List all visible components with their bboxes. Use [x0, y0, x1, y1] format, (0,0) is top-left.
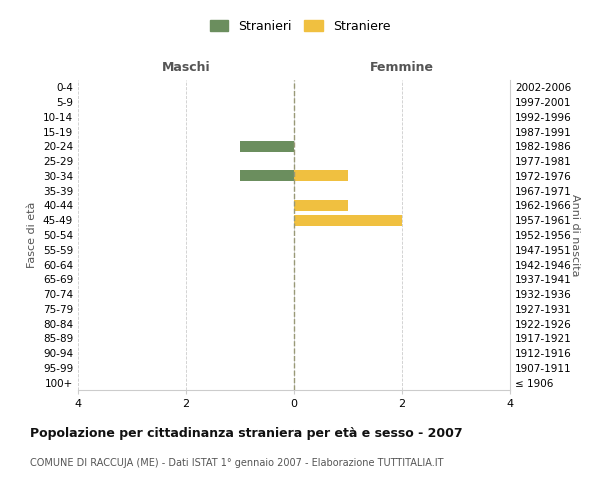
- Y-axis label: Anni di nascita: Anni di nascita: [570, 194, 580, 276]
- Bar: [240, 170, 294, 181]
- Bar: [294, 200, 348, 211]
- Legend: Stranieri, Straniere: Stranieri, Straniere: [206, 16, 394, 37]
- Y-axis label: Fasce di età: Fasce di età: [28, 202, 37, 268]
- Text: COMUNE DI RACCUJA (ME) - Dati ISTAT 1° gennaio 2007 - Elaborazione TUTTITALIA.IT: COMUNE DI RACCUJA (ME) - Dati ISTAT 1° g…: [30, 458, 443, 468]
- Text: Femmine: Femmine: [370, 61, 434, 74]
- Text: Maschi: Maschi: [161, 61, 211, 74]
- Bar: [294, 214, 402, 226]
- Bar: [240, 141, 294, 152]
- Bar: [294, 170, 348, 181]
- Text: Popolazione per cittadinanza straniera per età e sesso - 2007: Popolazione per cittadinanza straniera p…: [30, 428, 463, 440]
